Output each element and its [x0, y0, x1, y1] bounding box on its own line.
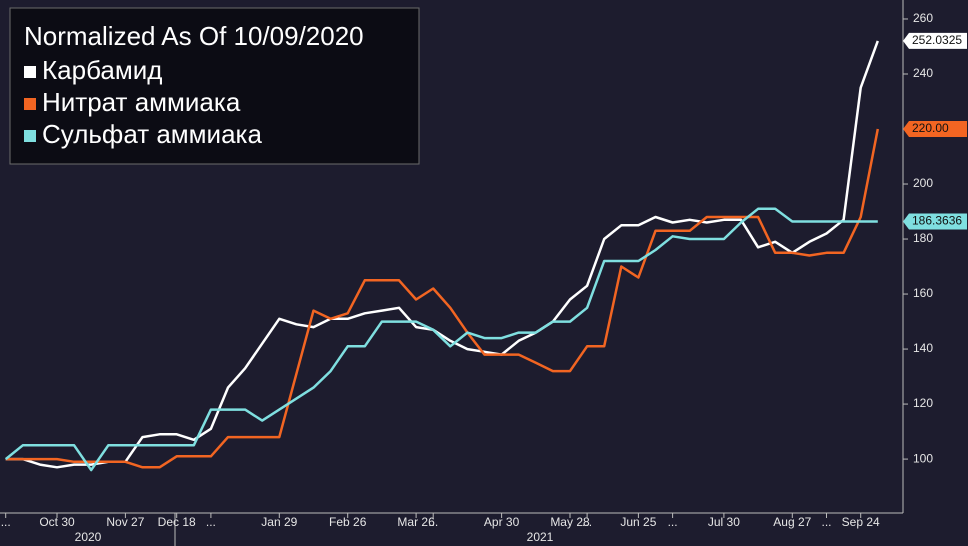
legend-label: Сульфат аммиака — [42, 119, 262, 149]
x-tick-label: Jan 29 — [261, 515, 297, 529]
y-tick-label: 160 — [913, 286, 933, 300]
x-tick-label: ... — [206, 515, 216, 529]
y-tick-label: 120 — [913, 396, 933, 410]
end-value-label: 252.0325 — [912, 33, 962, 47]
y-tick-label: 240 — [913, 66, 933, 80]
plot-area — [4, 40, 880, 472]
end-label-box — [903, 121, 967, 138]
y-tick-label: 140 — [913, 341, 933, 355]
legend-label: Нитрат аммиака — [42, 87, 241, 117]
series-line — [5, 40, 879, 469]
x-tick-label: Jul 30 — [708, 515, 740, 529]
x-tick-label: ... — [582, 515, 592, 529]
x-tick-label: Nov 27 — [106, 515, 144, 529]
legend-label: Карбамид — [42, 55, 162, 85]
legend: Normalized As Of 10/09/2020 КарбамидНитр… — [9, 7, 420, 165]
legend-swatch — [24, 66, 36, 78]
year-label: 2020 — [75, 530, 102, 544]
x-tick-label: Apr 30 — [484, 515, 520, 529]
x-tick-label: Jun 25 — [620, 515, 656, 529]
x-tick-label: Aug 27 — [773, 515, 811, 529]
x-tick-label: ... — [668, 515, 678, 529]
x-tick-label: Dec 18 — [158, 515, 196, 529]
x-tick-label: ... — [428, 515, 438, 529]
x-tick-label: ... — [1, 515, 11, 529]
series-line — [4, 207, 878, 472]
y-tick-label: 100 — [913, 451, 933, 465]
legend-box — [9, 7, 420, 165]
x-tick-label: Mar 26 — [397, 515, 435, 529]
legend-swatch — [24, 98, 36, 110]
series-line — [5, 128, 880, 469]
x-tick-label: Sep 24 — [842, 515, 880, 529]
legend-swatch — [24, 130, 36, 142]
end-label-box — [903, 32, 967, 49]
end-label-box — [903, 213, 967, 230]
y-tick-label: 200 — [913, 176, 933, 190]
y-tick-label: 260 — [913, 11, 933, 25]
year-label: 2021 — [527, 530, 554, 544]
end-value-label: 220.00 — [912, 121, 949, 135]
x-tick-label: ... — [821, 515, 831, 529]
end-value-label: 186.3636 — [912, 214, 962, 228]
x-tick-label: Oct 30 — [39, 515, 75, 529]
x-tick-label: Feb 26 — [329, 515, 367, 529]
x-tick-label: May 28 — [550, 515, 590, 529]
chart-title: Normalized As Of 10/09/2020 — [24, 21, 364, 51]
y-tick-label: 180 — [913, 231, 933, 245]
